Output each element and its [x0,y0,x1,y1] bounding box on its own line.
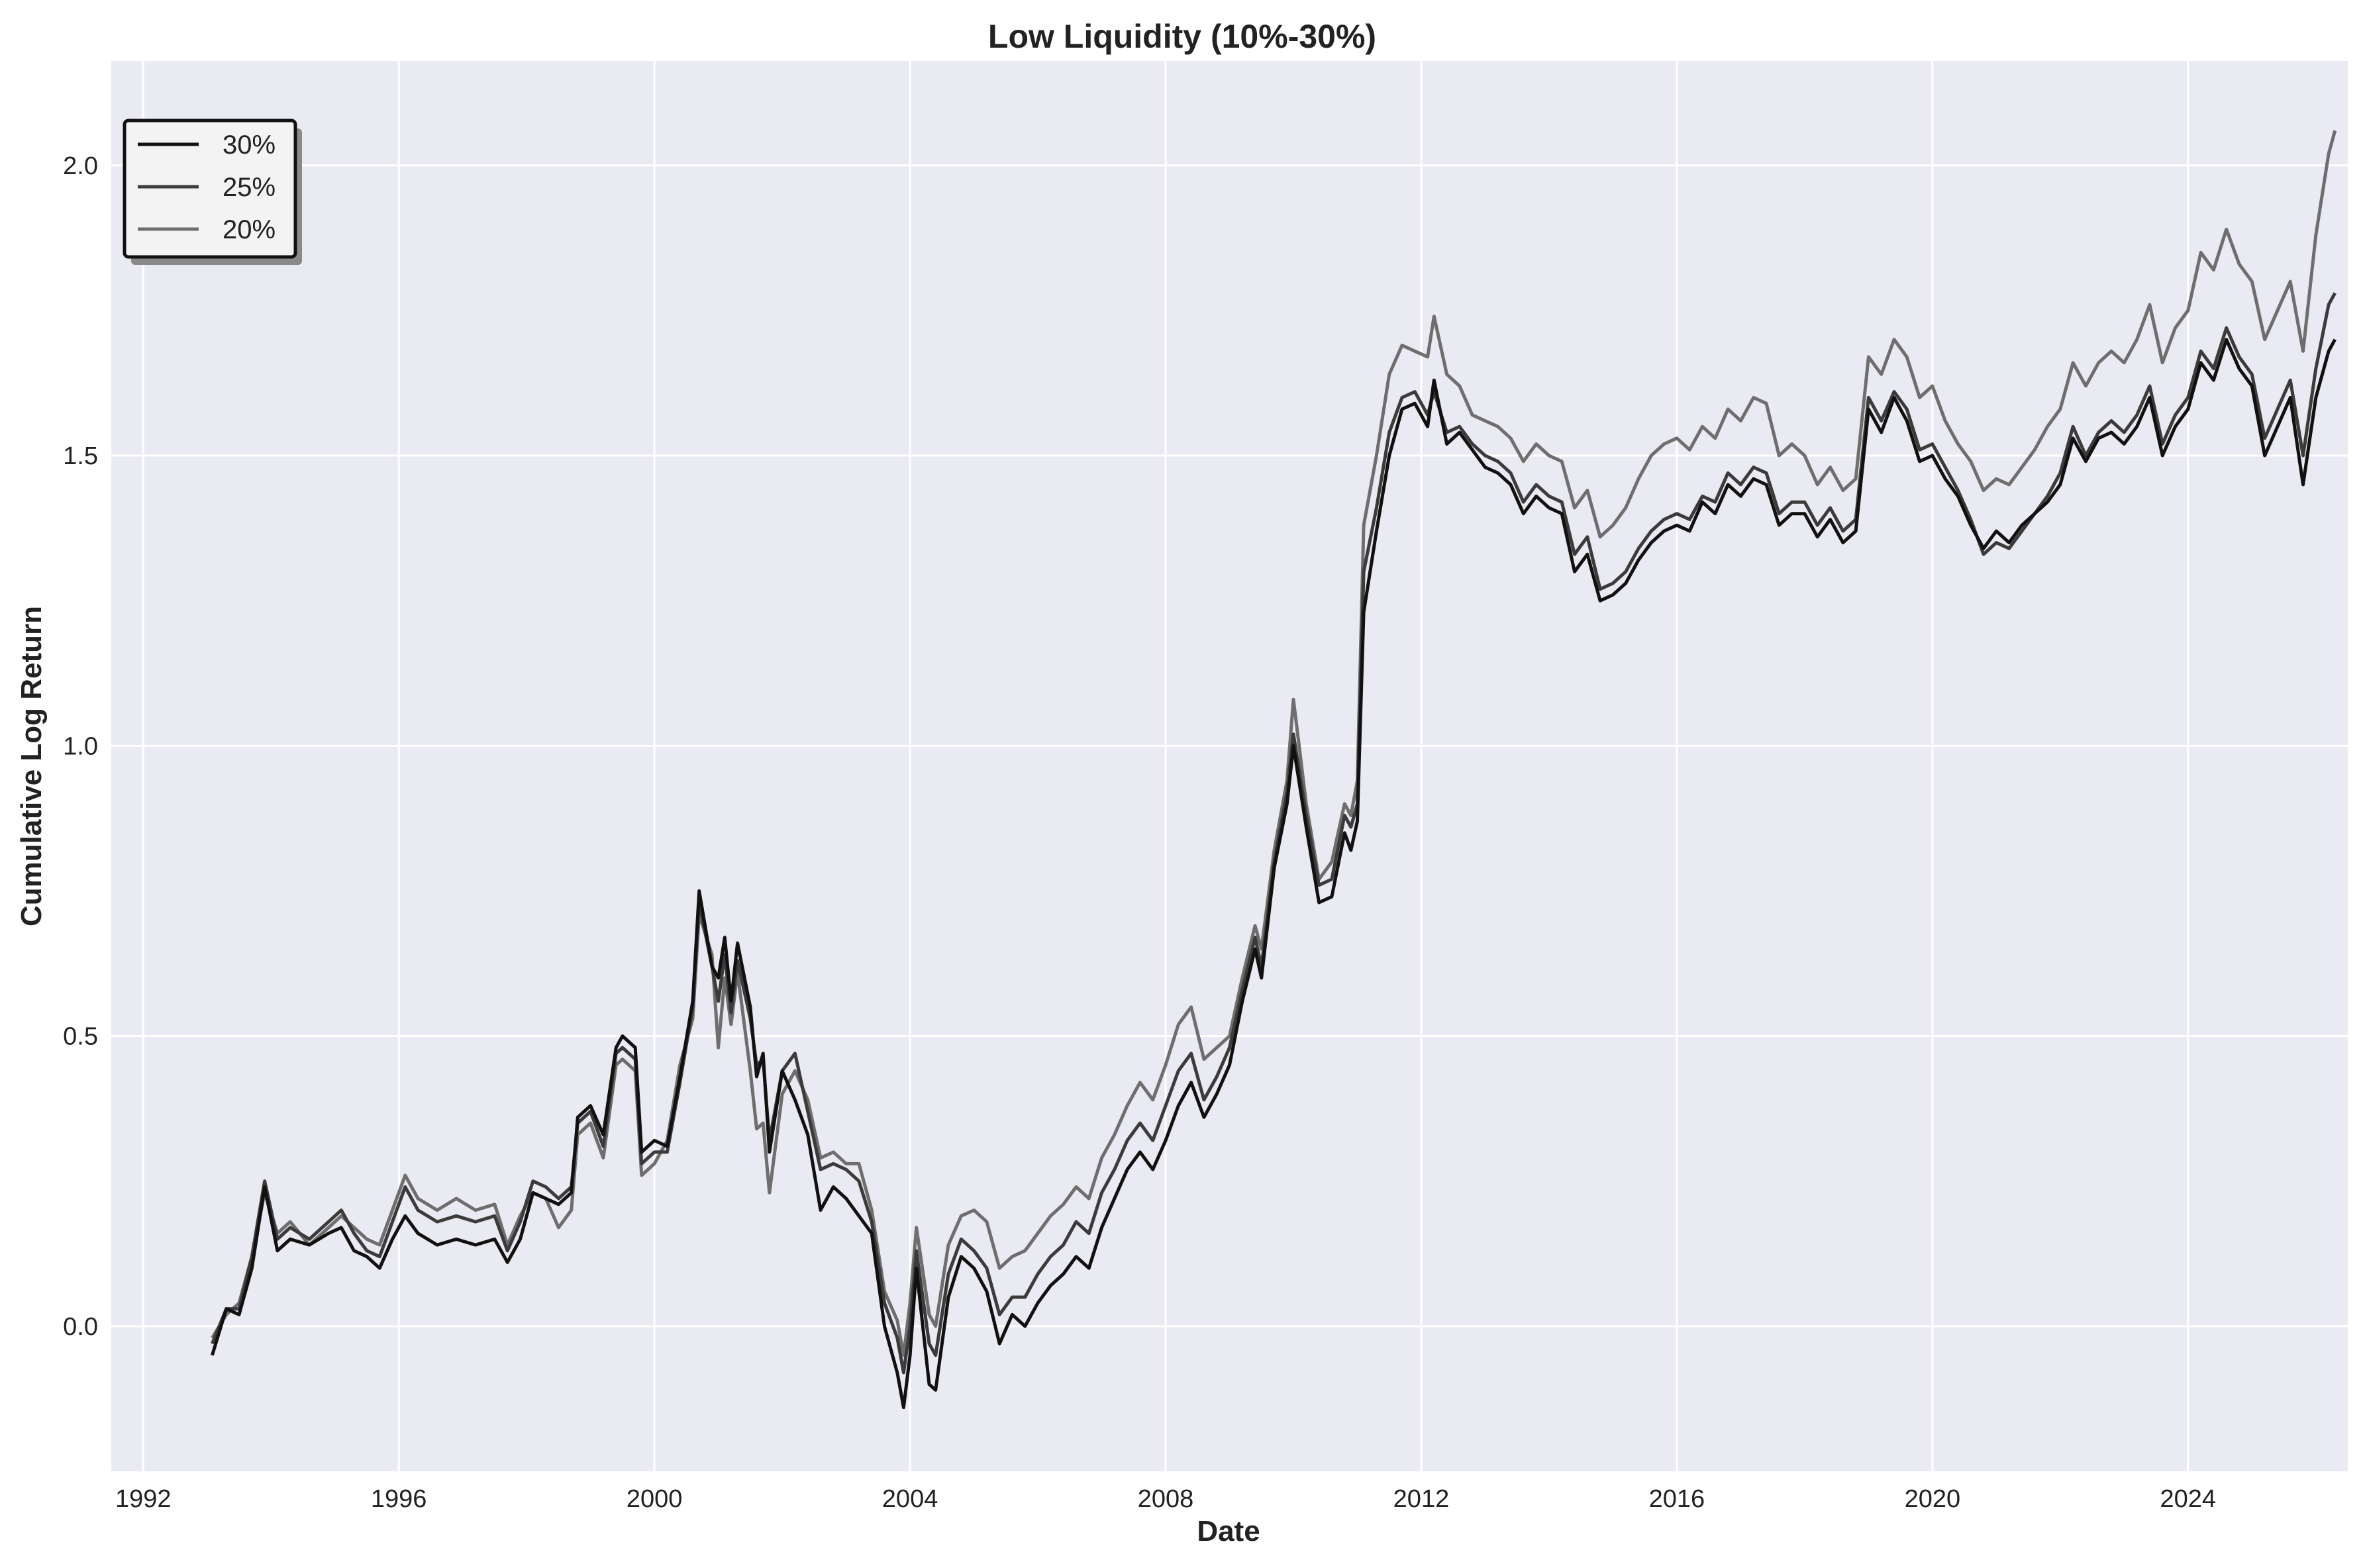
x-tick-label: 2004 [882,1485,938,1513]
legend-label: 25% [223,173,276,202]
legend-label: 30% [223,130,276,160]
x-tick-label: 2008 [1138,1485,1194,1513]
y-tick-label: 0.5 [63,1023,98,1051]
plot-area [111,61,2348,1471]
y-tick-label: 2.0 [63,152,98,180]
y-tick-label: 1.5 [63,442,98,470]
y-tick-label: 0.0 [63,1313,98,1341]
chart-title: Low Liquidity (10%-30%) [988,18,1376,55]
x-tick-label: 2000 [627,1485,683,1513]
x-tick-label: 2020 [1905,1485,1961,1513]
legend-box [123,119,297,259]
x-tick-label: 2016 [1649,1485,1705,1513]
y-axis-ticks: 0.0 0.5 1.0 1.5 2.0 [63,152,98,1341]
x-tick-label: 1996 [371,1485,427,1513]
x-tick-label: 2012 [1393,1485,1450,1513]
y-axis-label: Cumulative Log Return [15,606,48,926]
legend-label: 20% [223,215,276,244]
y-tick-label: 1.0 [63,732,98,760]
x-axis-label: Date [1197,1515,1260,1547]
series-line-30pct [211,338,2337,1410]
x-tick-label: 2024 [2160,1485,2217,1513]
series-lines [211,130,2337,1410]
x-tick-label: 1992 [115,1485,172,1513]
legend: 30% 25% 20% [123,119,302,265]
x-axis-ticks: 1992 1996 2000 2004 2008 2012 2016 2020 2024 [115,1485,2216,1513]
